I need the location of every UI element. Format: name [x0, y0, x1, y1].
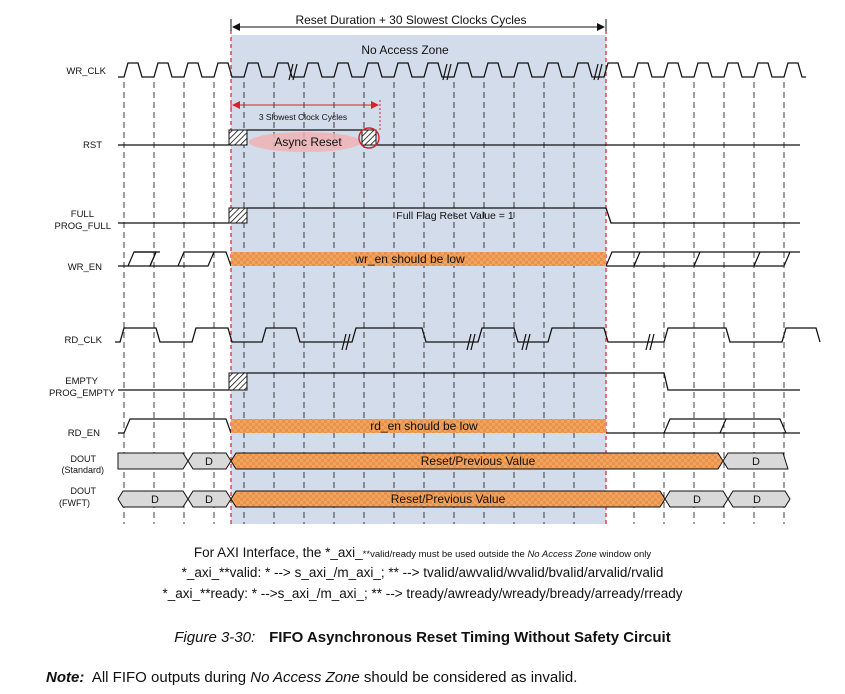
dout-std-reset-label: Reset/Previous Value: [421, 454, 536, 468]
label-dout-std-sub: (Standard): [61, 465, 104, 475]
label-rst: RST: [83, 140, 102, 151]
note-label: Note:: [46, 669, 85, 686]
note: Note: All FIFO outputs during No Access …: [46, 669, 577, 686]
wr-en-waveform: [118, 251, 800, 267]
dout-fwft-d3: D: [693, 494, 701, 506]
axi-note-line-3: *_axi_**ready: * -->s_axi_/m_axi_; ** --…: [162, 586, 683, 601]
rd-en-low-band: [231, 419, 606, 433]
guide-lines: [123, 82, 785, 524]
axi-note-1b: **valid/ready must be used outside the: [362, 549, 528, 560]
figure-title: FIFO Asynchronous Reset Timing Without S…: [269, 629, 671, 646]
rd-clk-waveform: [115, 327, 821, 343]
no-access-zone: [231, 35, 606, 524]
reset-end-marker: [358, 127, 380, 149]
label-dout-std: DOUT: [71, 454, 97, 464]
dout-fwft-d1: D: [151, 494, 159, 506]
axi-note-1a: For AXI Interface, the *_axi_: [193, 545, 363, 560]
note-text-a: All FIFO outputs during: [91, 669, 251, 686]
dout-std-d1: D: [205, 456, 213, 468]
wr-clk-waveform: [118, 62, 806, 78]
axi-note-line-1: For AXI Interface, the *_axi_**valid/rea…: [0, 545, 845, 560]
figure-caption: Figure 3-30: FIFO Asynchronous Reset Timi…: [0, 629, 845, 646]
slowest-cycles-label: 3 Slowest Clock Cycles: [259, 112, 347, 122]
label-rd-en: RD_EN: [68, 428, 100, 439]
rd-clk-breaks: [341, 333, 655, 351]
wr-clk-breaks: [288, 63, 603, 81]
label-empty: EMPTY: [65, 376, 98, 387]
label-dout-fwft: DOUT: [71, 486, 97, 496]
rd-en-low-label: rd_en should be low: [370, 419, 478, 433]
note-text-b: No Access Zone: [250, 669, 360, 686]
wr-en-low-band: [231, 252, 606, 266]
dout-fwft-reset-label: Reset/Previous Value: [391, 492, 506, 506]
label-rd-clk: RD_CLK: [65, 335, 103, 346]
figure-number: Figure 3-30:: [174, 629, 256, 646]
dout-fwft-d4: D: [753, 494, 761, 506]
rd-en-waveform: [118, 418, 800, 434]
async-reset-label: Async Reset: [274, 135, 342, 149]
dout-fwft-d2: D: [205, 494, 213, 506]
full-waveform: Full Flag Reset Value = 1: [118, 207, 800, 224]
axi-note-1c: No Access Zone: [527, 549, 597, 560]
wr-en-low-label: wr_en should be low: [354, 252, 465, 266]
label-dout-fwft-sub: (FWFT): [59, 498, 90, 508]
async-reset-highlight: [249, 132, 361, 152]
dout-standard-waveform: [117, 452, 789, 470]
full-flag-label: Full Flag Reset Value = 1: [396, 210, 514, 222]
label-wr-en: WR_EN: [68, 262, 102, 273]
label-prog-empty: PROG_EMPTY: [49, 388, 116, 399]
dout-std-d2: D: [752, 456, 760, 468]
empty-waveform: [118, 372, 800, 391]
label-full: FULL: [71, 209, 94, 220]
timing-diagram: No Access Zone Reset Duration + 30 Slowe…: [49, 13, 821, 526]
label-prog-full: PROG_FULL: [55, 221, 112, 232]
note-text-c: should be considered as invalid.: [359, 669, 578, 686]
duration-label: Reset Duration + 30 Slowest Clocks Cycle…: [295, 13, 526, 27]
label-wr-clk: WR_CLK: [66, 66, 106, 77]
rst-waveform: Async Reset: [118, 127, 800, 152]
axi-note-line-2: *_axi_**valid: * --> s_axi_/m_axi_; ** -…: [181, 565, 664, 580]
zone-label: No Access Zone: [361, 43, 449, 57]
dout-fwft-waveform: [117, 490, 791, 508]
axi-note-1d: window only: [596, 549, 652, 560]
